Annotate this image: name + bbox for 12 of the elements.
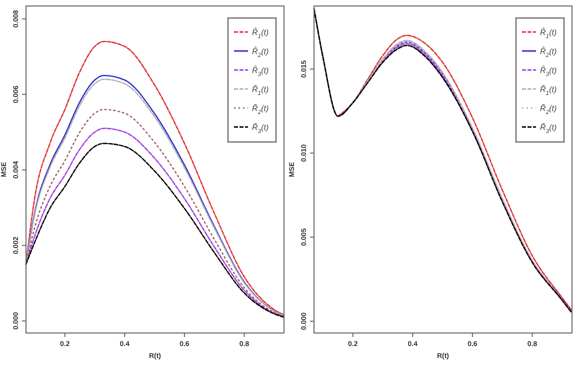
legend-label: R̂$_{3}$(t) <box>252 66 270 78</box>
legend-label: R̃$_{3}$(t) <box>252 122 270 135</box>
legend-label: R̃$_{3}$(t) <box>540 122 558 135</box>
legend-label: R̂$_{2}$(t) <box>252 46 270 59</box>
legend-label: R̃$_{1}$(t) <box>540 84 558 97</box>
legend-label: R̂$_{1}$(t) <box>252 28 270 40</box>
legend-label: R̂$_{3}$(t) <box>540 66 558 78</box>
legend-label: R̃$_{2}$(t) <box>540 103 558 116</box>
legend-label: R̂$_{2}$(t) <box>540 46 558 59</box>
legend-label: R̂$_{1}$(t) <box>540 28 558 40</box>
legend-label: R̃$_{1}$(t) <box>252 84 270 97</box>
legend-label: R̃$_{2}$(t) <box>252 103 270 116</box>
